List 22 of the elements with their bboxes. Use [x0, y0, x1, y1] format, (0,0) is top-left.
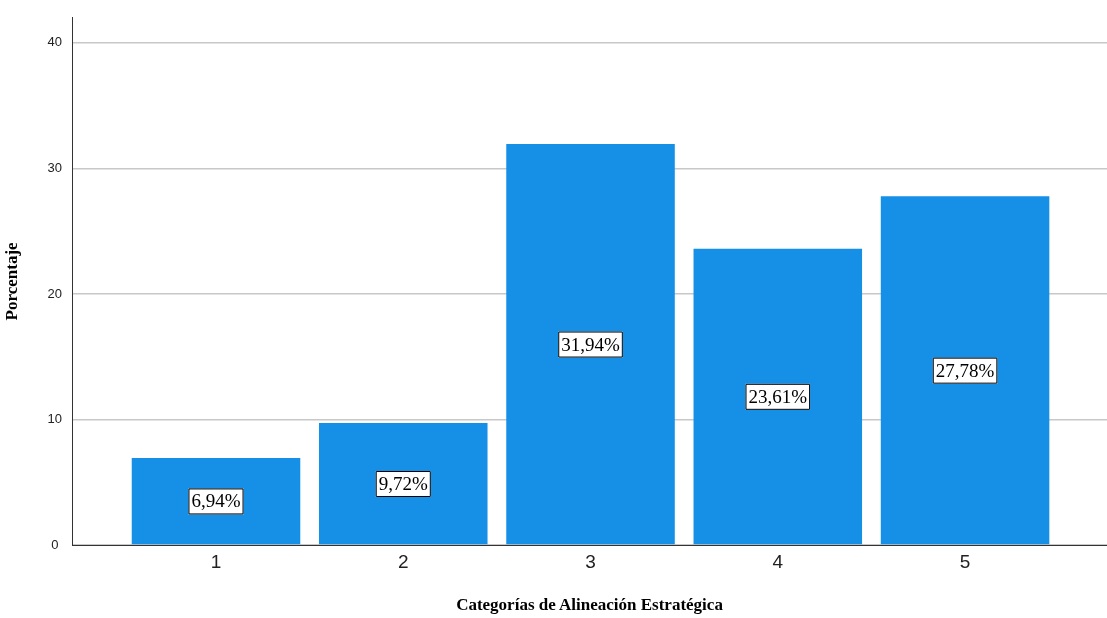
bar [319, 422, 488, 545]
y-tick-label: 20 [47, 285, 62, 301]
y-tick-label: 10 [47, 411, 62, 427]
x-tick-label: 5 [959, 550, 971, 572]
x-tick-label: 1 [210, 550, 222, 572]
x-tick-label: 2 [397, 550, 409, 572]
data-label: 31,94% [561, 333, 620, 355]
x-axis-title: Categorías de Alineación Estratégica [456, 595, 724, 615]
bar [506, 144, 675, 545]
bar [880, 196, 1050, 545]
x-tick-label: 3 [585, 550, 596, 572]
y-tick-label: 40 [47, 34, 62, 50]
bar [693, 248, 863, 545]
y-tick-label: 0 [51, 536, 59, 552]
x-tick-label: 4 [772, 550, 784, 572]
y-tick-label: 30 [47, 160, 62, 176]
data-label: 27,78% [935, 359, 995, 381]
y-axis-title: Porcentaje [1, 241, 21, 321]
data-label: 23,61% [748, 385, 808, 407]
data-label: 9,72% [378, 472, 428, 494]
data-label: 6,94% [191, 490, 241, 512]
bar [131, 457, 301, 545]
